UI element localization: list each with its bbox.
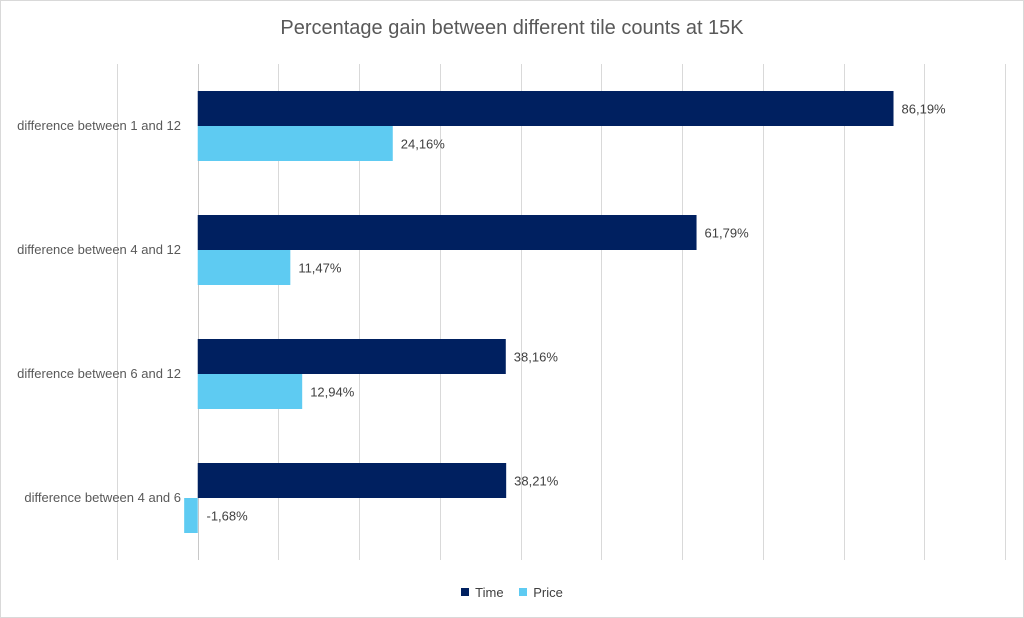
legend-swatch-price bbox=[519, 588, 528, 596]
bar-price bbox=[197, 126, 393, 161]
category-label: difference between 4 and 6 bbox=[24, 490, 181, 505]
data-label-price: 11,47% bbox=[298, 261, 342, 276]
bar-price bbox=[197, 374, 303, 409]
category-label: difference between 1 and 12 bbox=[17, 118, 181, 133]
bar-time bbox=[197, 463, 507, 498]
category-label: difference between 6 and 12 bbox=[17, 366, 181, 381]
chart-legend: Time Price bbox=[0, 584, 1024, 600]
chart-title: Percentage gain between different tile c… bbox=[280, 17, 744, 39]
legend-swatch-time bbox=[461, 588, 470, 596]
data-label-price: 24,16% bbox=[401, 137, 446, 152]
data-label-time: 61,79% bbox=[705, 226, 750, 241]
legend-label-time: Time bbox=[475, 584, 504, 600]
data-label-price: -1,68% bbox=[207, 509, 249, 524]
data-label-time: 38,21% bbox=[514, 474, 559, 489]
bar-price bbox=[184, 498, 198, 533]
legend-item-price: Price bbox=[519, 585, 563, 600]
category-label: difference between 4 and 12 bbox=[17, 242, 181, 257]
legend-item-time: Time bbox=[461, 584, 504, 600]
legend-label-price: Price bbox=[533, 584, 563, 600]
bar-time bbox=[197, 339, 506, 374]
data-label-price: 12,94% bbox=[310, 385, 355, 400]
bar-time bbox=[197, 215, 697, 250]
data-label-time: 38,16% bbox=[514, 350, 559, 365]
bar-price bbox=[197, 250, 291, 285]
bar-time bbox=[197, 91, 894, 126]
data-label-time: 86,19% bbox=[902, 102, 947, 117]
